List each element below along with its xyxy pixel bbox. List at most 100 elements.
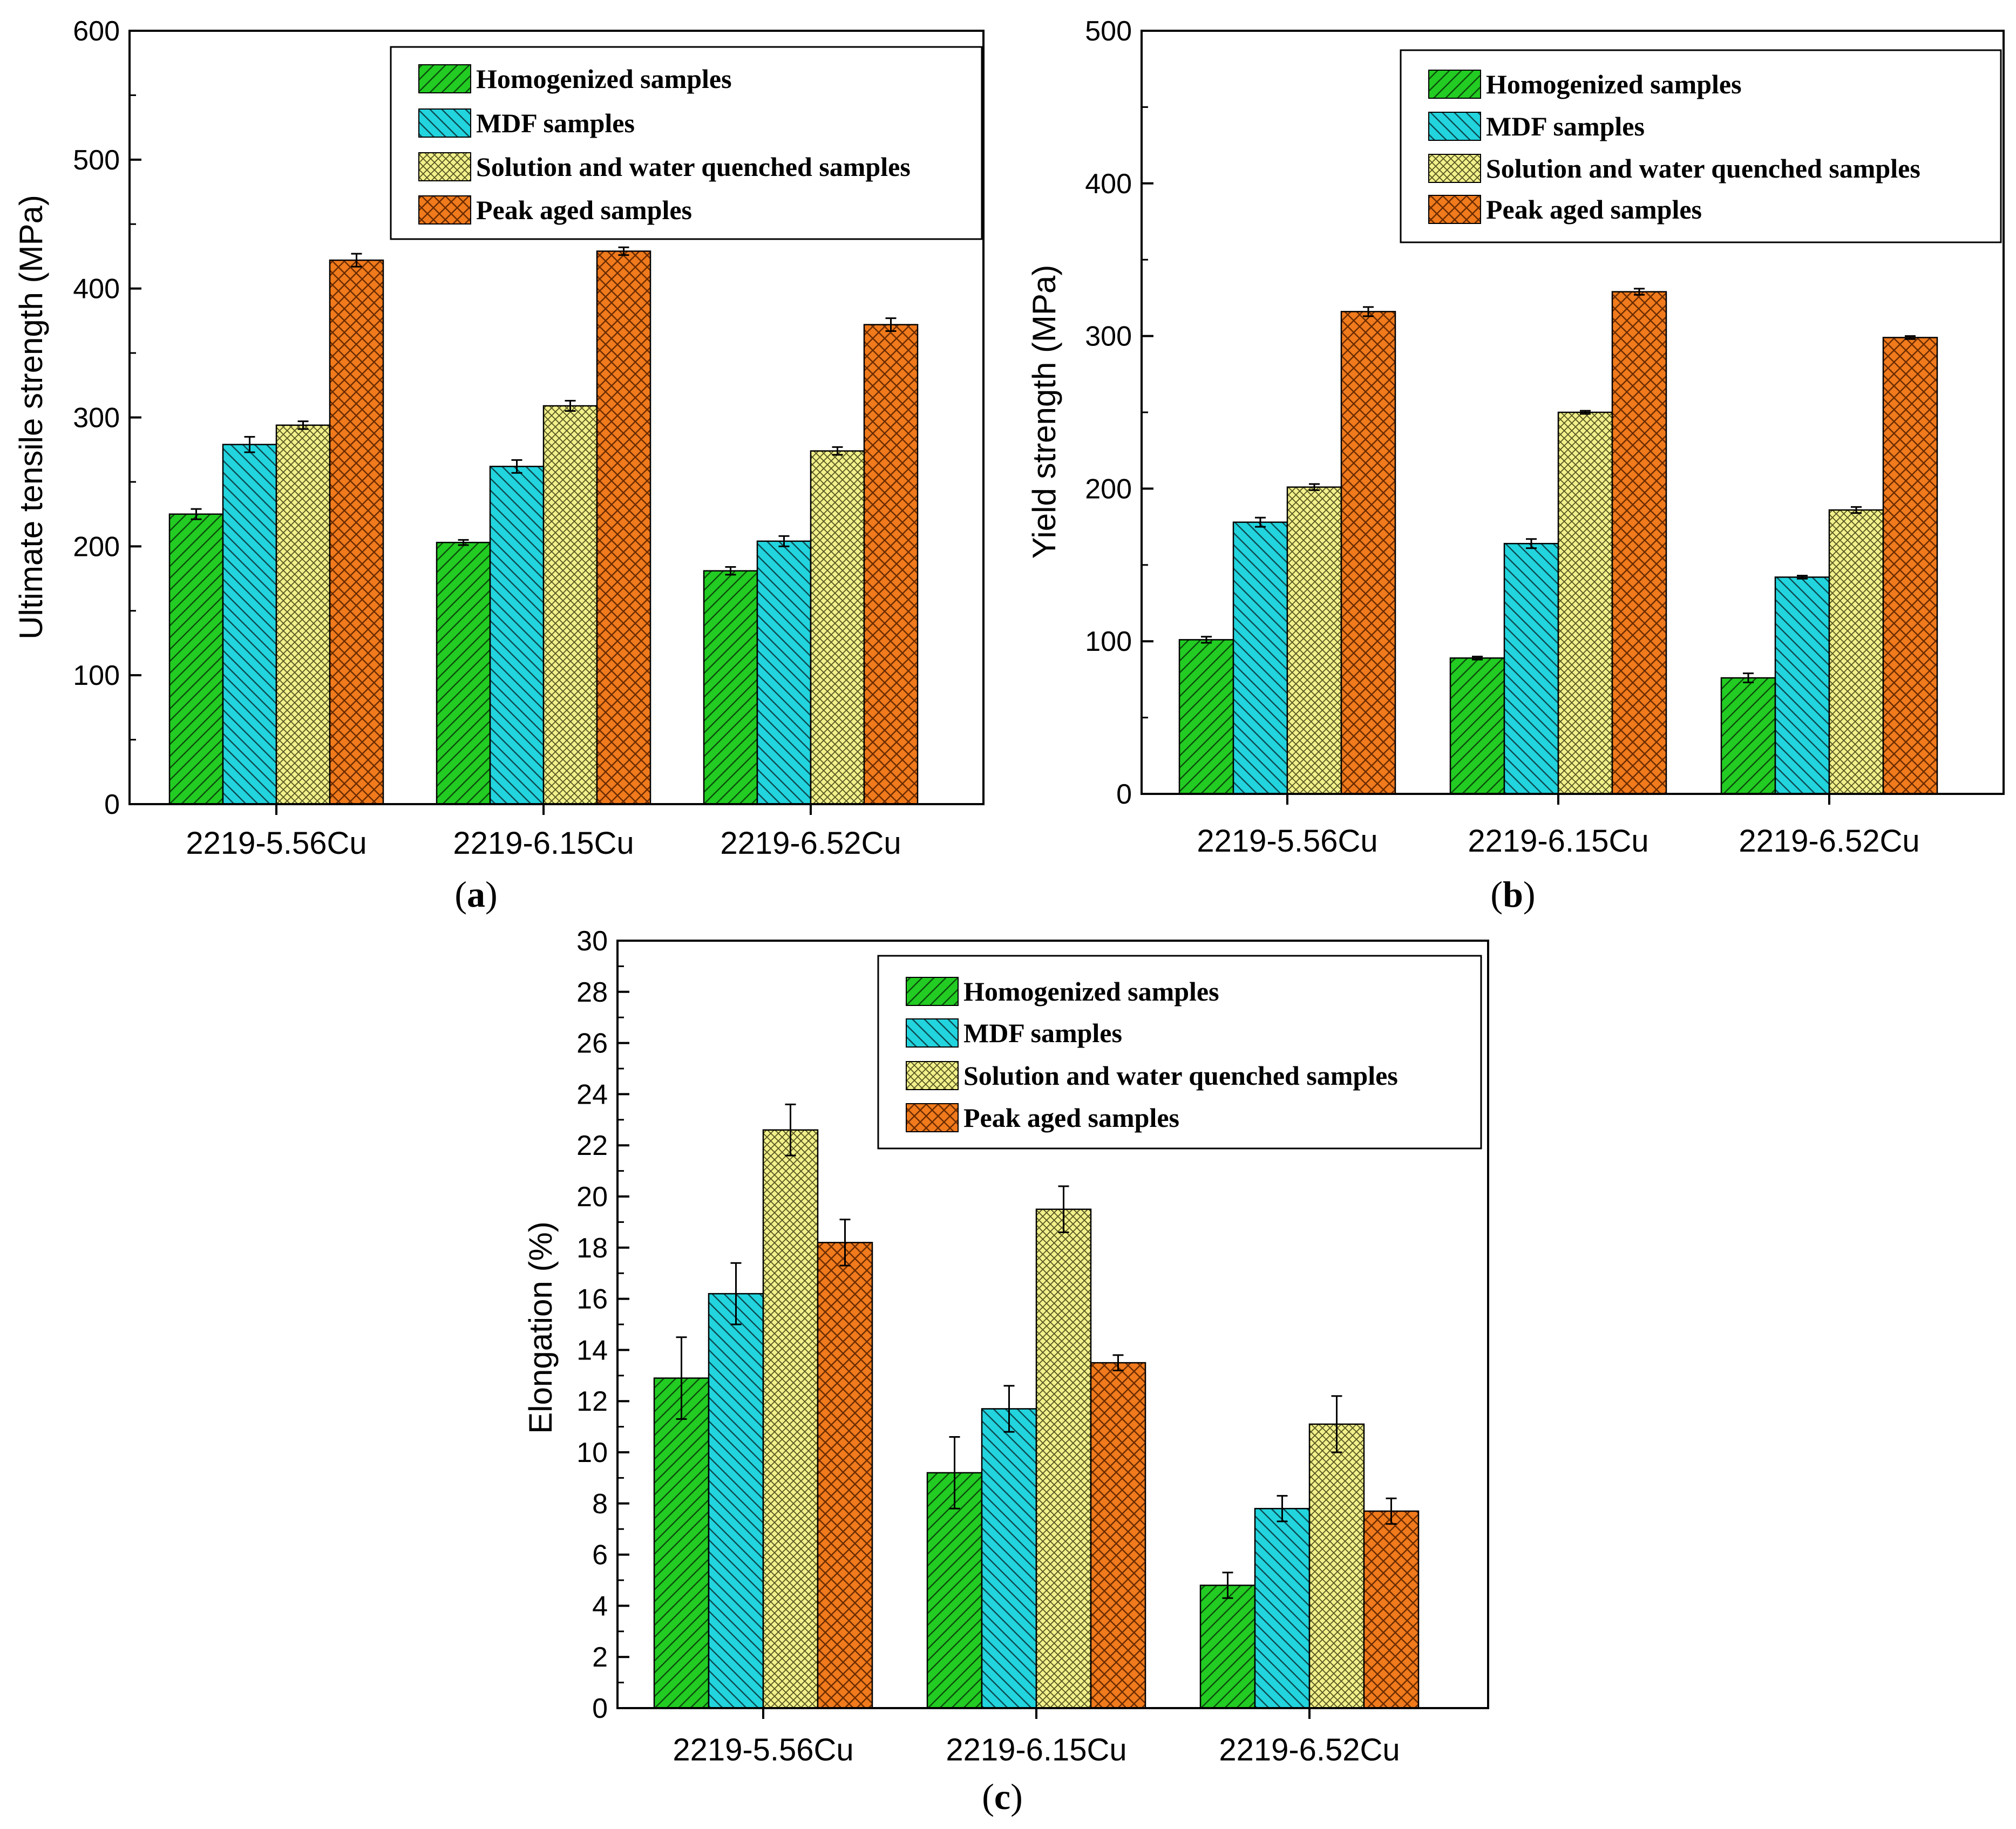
legend-swatch-peak-aged [418, 195, 471, 225]
uts-bar-peak-aged [329, 259, 384, 805]
uts-error-bars [191, 246, 897, 576]
yield-bar-peak-aged [1340, 311, 1396, 795]
yield-y-tick-label: 0 [1116, 779, 1132, 810]
yield-error-bar-solution-quenched [1309, 483, 1320, 491]
yield-bar-solution-quenched [1286, 486, 1342, 795]
elongation-error-bar-peak-aged [839, 1219, 851, 1267]
legend-label-peak-aged: Peak aged samples [476, 195, 692, 225]
uts-error-bar-homogenized [191, 508, 202, 520]
legend-swatch-homogenized [906, 977, 959, 1006]
uts-y-axis: 0 100 200 300 400 500 600 [73, 16, 141, 820]
yield-bar-homogenized [1449, 657, 1505, 795]
yield-bar-peak-aged [1882, 337, 1938, 795]
legend-label-mdf: MDF samples [476, 108, 635, 138]
legend-label-mdf: MDF samples [963, 1018, 1122, 1048]
yield-error-bar-mdf [1255, 516, 1266, 528]
elongation-legend-box [877, 955, 1482, 1150]
legend-swatch-homogenized [1428, 70, 1481, 99]
elongation-y-tick-label: 14 [576, 1335, 608, 1366]
legend-label-solution-quenched: Solution and water quenched samples [1486, 153, 1920, 183]
elongation-y-tick-label: 24 [576, 1079, 608, 1110]
elongation-error-bar-solution-quenched [785, 1103, 796, 1157]
uts-bar-mdf [756, 540, 812, 805]
yield-bar-homogenized [1178, 639, 1234, 795]
elongation-error-bar-solution-quenched [1058, 1185, 1069, 1233]
yield-y-tick-label: 500 [1085, 16, 1132, 47]
uts-error-bar-mdf [778, 535, 790, 547]
yield-error-bar-mdf [1526, 538, 1537, 549]
elongation-y-tick-label: 22 [576, 1130, 608, 1161]
legend-label-peak-aged: Peak aged samples [963, 1103, 1179, 1133]
legend-swatch-mdf [1428, 112, 1481, 141]
elongation-y-tick-label: 18 [576, 1233, 608, 1264]
elongation-category-label: 2219-6.15Cu [946, 1732, 1126, 1767]
yield-bar-homogenized [1720, 677, 1776, 795]
yield-error-bar-homogenized [1472, 655, 1483, 661]
elongation-bar-solution-quenched [1308, 1423, 1365, 1709]
uts-category-label: 2219-6.52Cu [720, 826, 901, 861]
panel-uts: 0 100 200 300 400 500 600 2219-5.56Cu 2219-6.15… [13, 16, 985, 915]
elongation-legend: Homogenized samples MDF samples Solution a… [877, 955, 1482, 1150]
elongation-bar-solution-quenched [1035, 1208, 1092, 1709]
elongation-error-bar-homogenized [949, 1436, 960, 1510]
yield-legend: Homogenized samples MDF samples Solution a… [1400, 49, 2002, 243]
elongation-error-bar-mdf [1277, 1495, 1288, 1522]
yield-y-axis-title: Yield strength (MPa) [1026, 265, 1062, 559]
yield-error-bar-mdf [1797, 575, 1808, 580]
elongation-y-tick-label: 12 [576, 1386, 608, 1417]
yield-y-tick-label: 100 [1085, 626, 1132, 657]
elongation-y-tick-label: 10 [576, 1437, 608, 1468]
elongation-error-bar-peak-aged [1112, 1354, 1124, 1371]
elongation-bar-homogenized [1199, 1585, 1256, 1709]
uts-error-bar-solution-quenched [297, 420, 309, 430]
elongation-error-bar-homogenized [676, 1336, 687, 1420]
elongation-error-bar-mdf [1003, 1385, 1015, 1433]
yield-error-bar-peak-aged [1634, 288, 1645, 296]
uts-error-bar-solution-quenched [565, 399, 576, 412]
uts-y-tick-label: 0 [104, 789, 120, 820]
legend-label-solution-quenched: Solution and water quenched samples [963, 1060, 1398, 1091]
yield-category-label: 2219-6.52Cu [1739, 824, 1919, 859]
yield-bar-mdf [1774, 576, 1830, 795]
elongation-bar-peak-aged [1363, 1510, 1420, 1709]
elongation-error-bars [676, 1103, 1397, 1599]
legend-swatch-solution-quenched [906, 1061, 959, 1090]
uts-error-bar-homogenized [458, 539, 469, 546]
uts-y-tick-label: 100 [73, 660, 120, 691]
uts-bar-mdf [222, 444, 277, 805]
yield-legend-box [1400, 49, 2002, 243]
yield-error-bar-homogenized [1201, 636, 1212, 644]
uts-category-label: 2219-5.56Cu [186, 826, 366, 861]
uts-legend-box [390, 46, 983, 240]
panel-label-b: (b) [1490, 874, 1535, 915]
yield-bar-solution-quenched [1828, 509, 1884, 795]
elongation-category-label: 2219-6.52Cu [1219, 1732, 1400, 1767]
uts-bar-peak-aged [863, 324, 919, 805]
elongation-bar-peak-aged [1090, 1362, 1146, 1709]
yield-bars [1178, 291, 1938, 795]
panel-label-a: (a) [454, 874, 497, 915]
elongation-error-bar-mdf [730, 1262, 742, 1325]
elongation-error-bar-peak-aged [1386, 1497, 1397, 1525]
elongation-y-tick-label: 4 [592, 1590, 608, 1622]
yield-bar-mdf [1503, 542, 1559, 795]
elongation-y-tick-label: 20 [576, 1181, 608, 1213]
elongation-y-tick-label: 26 [576, 1028, 608, 1059]
uts-bar-solution-quenched [542, 405, 598, 805]
uts-category-label: 2219-6.15Cu [453, 826, 634, 861]
uts-y-axis-title: Ultimate tensile strength (MPa) [13, 195, 49, 640]
uts-bars [168, 250, 919, 805]
elongation-error-bar-solution-quenched [1331, 1395, 1342, 1453]
yield-error-bars [1201, 288, 1916, 684]
uts-bar-homogenized [703, 570, 758, 805]
yield-bar-peak-aged [1611, 291, 1667, 795]
legend-swatch-mdf [906, 1018, 959, 1048]
uts-bar-solution-quenched [275, 424, 331, 805]
uts-error-bar-mdf [511, 459, 522, 474]
elongation-bar-mdf [1254, 1508, 1311, 1709]
yield-error-bar-solution-quenched [1580, 410, 1591, 415]
legend-swatch-solution-quenched [418, 152, 471, 181]
